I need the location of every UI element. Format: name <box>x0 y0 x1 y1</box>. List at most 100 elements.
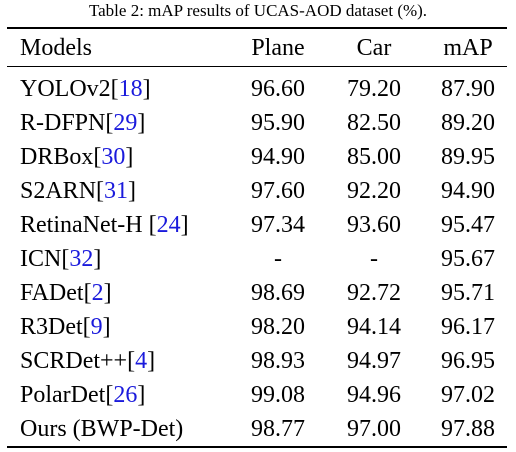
model-name-cell: RetinaNet-H [24] <box>20 208 189 242</box>
citation-link[interactable]: 32 <box>69 246 94 272</box>
plane-value: 98.77 <box>251 416 305 442</box>
model-name-cell: PolarDet[26] <box>20 378 145 412</box>
citation-link[interactable]: 4 <box>135 348 148 374</box>
car-value: 92.72 <box>347 280 401 306</box>
map-value: 94.90 <box>441 178 495 204</box>
model-name: R-DFPN <box>20 110 106 136</box>
car-value: 93.60 <box>347 212 401 238</box>
table-row: FADet[2] 98.69 92.72 95.71 <box>0 276 516 310</box>
car-value: 94.96 <box>347 382 401 408</box>
plane-value: - <box>274 246 282 272</box>
citation-bracket-open: [ <box>83 280 92 306</box>
car-value: 85.00 <box>347 144 401 170</box>
table-row: Ours (BWP-Det) 98.77 97.00 97.88 <box>0 412 516 446</box>
citation-bracket-close: ] <box>142 76 151 102</box>
model-name: ICN <box>20 246 62 272</box>
plane-value: 96.60 <box>251 76 305 102</box>
col-header-car: Car <box>356 35 392 61</box>
citation-bracket-open: [ <box>82 314 91 340</box>
model-name-cell: ICN[32] <box>20 242 101 276</box>
map-value: 97.02 <box>441 382 495 408</box>
car-value: 94.14 <box>347 314 401 340</box>
map-value: 95.67 <box>441 246 495 272</box>
map-value: 96.17 <box>441 314 495 340</box>
model-name: RetinaNet-H <box>20 212 143 238</box>
citation-link[interactable]: 31 <box>104 178 129 204</box>
map-value: 96.95 <box>441 348 495 374</box>
citation-bracket-close: ] <box>128 178 137 204</box>
citation-bracket-open: [ <box>127 348 136 374</box>
table-row: PolarDet[26] 99.08 94.96 97.02 <box>0 378 516 412</box>
plane-value: 94.90 <box>251 144 305 170</box>
model-name-cell: Ours (BWP-Det) <box>20 412 183 446</box>
citation-link[interactable]: 29 <box>113 110 138 136</box>
col-header-map: mAP <box>443 35 493 61</box>
model-name: FADet <box>20 280 84 306</box>
map-value: 89.20 <box>441 110 495 136</box>
col-header-plane: Plane <box>251 35 305 61</box>
table-row: ICN[32] - - 95.67 <box>0 242 516 276</box>
plane-value: 98.20 <box>251 314 305 340</box>
plane-value: 95.90 <box>251 110 305 136</box>
map-value: 95.47 <box>441 212 495 238</box>
citation-bracket-open: [ <box>105 110 114 136</box>
col-header-models: Models <box>20 35 92 61</box>
table-row: R-DFPN[29] 95.90 82.50 89.20 <box>0 106 516 140</box>
header-rule <box>7 66 507 67</box>
map-value: 89.95 <box>441 144 495 170</box>
citation-link[interactable]: 9 <box>90 314 103 340</box>
top-rule <box>7 27 507 29</box>
model-name-cell: DRBox[30] <box>20 140 133 174</box>
header-row: Models Plane Car mAP <box>0 31 516 65</box>
citation-link[interactable]: 24 <box>156 212 181 238</box>
table-row: S2ARN[31] 97.60 92.20 94.90 <box>0 174 516 208</box>
car-value: 92.20 <box>347 178 401 204</box>
car-value: - <box>370 246 378 272</box>
citation-bracket-close: ] <box>137 382 146 408</box>
car-value: 79.20 <box>347 76 401 102</box>
car-value: 97.00 <box>347 416 401 442</box>
model-name: PolarDet <box>20 382 106 408</box>
citation-bracket-close: ] <box>93 246 102 272</box>
citation-bracket-close: ] <box>103 280 112 306</box>
table-row: RetinaNet-H [24] 97.34 93.60 95.47 <box>0 208 516 242</box>
model-name-cell: R3Det[9] <box>20 310 111 344</box>
model-name: Ours (BWP-Det) <box>20 416 184 442</box>
model-name-cell: S2ARN[31] <box>20 174 136 208</box>
table-caption: Table 2: mAP results of UCAS-AOD dataset… <box>88 1 428 20</box>
model-name: DRBox <box>20 144 94 170</box>
plane-value: 97.60 <box>251 178 305 204</box>
map-value: 97.88 <box>441 416 495 442</box>
plane-value: 98.69 <box>251 280 305 306</box>
citation-bracket-close: ] <box>147 348 156 374</box>
car-value: 94.97 <box>347 348 401 374</box>
citation-link[interactable]: 2 <box>91 280 104 306</box>
citation-bracket-close: ] <box>125 144 134 170</box>
table-row: R3Det[9] 98.20 94.14 96.17 <box>0 310 516 344</box>
plane-value: 99.08 <box>251 382 305 408</box>
citation-link[interactable]: 30 <box>101 144 126 170</box>
citation-link[interactable]: 26 <box>113 382 138 408</box>
citation-bracket-open: [ <box>93 144 102 170</box>
model-name: R3Det <box>20 314 83 340</box>
model-name: YOLOv2 <box>20 76 111 102</box>
citation-bracket-open: [ <box>96 178 105 204</box>
map-value: 95.71 <box>441 280 495 306</box>
car-value: 82.50 <box>347 110 401 136</box>
plane-value: 98.93 <box>251 348 305 374</box>
table-row: SCRDet++[4] 98.93 94.97 96.95 <box>0 344 516 378</box>
model-name-cell: SCRDet++[4] <box>20 344 155 378</box>
model-name-cell: YOLOv2[18] <box>20 72 151 106</box>
citation-bracket-open: [ <box>61 246 70 272</box>
table-row: DRBox[30] 94.90 85.00 89.95 <box>0 140 516 174</box>
citation-bracket-close: ] <box>137 110 146 136</box>
model-name: SCRDet++ <box>20 348 128 374</box>
plane-value: 97.34 <box>251 212 305 238</box>
citation-bracket-open: [ <box>105 382 114 408</box>
model-name: S2ARN <box>20 178 97 204</box>
citation-bracket-close: ] <box>102 314 111 340</box>
citation-bracket-open: [ <box>148 212 157 238</box>
citation-link[interactable]: 18 <box>118 76 143 102</box>
model-name-cell: FADet[2] <box>20 276 112 310</box>
bottom-rule <box>7 446 507 448</box>
